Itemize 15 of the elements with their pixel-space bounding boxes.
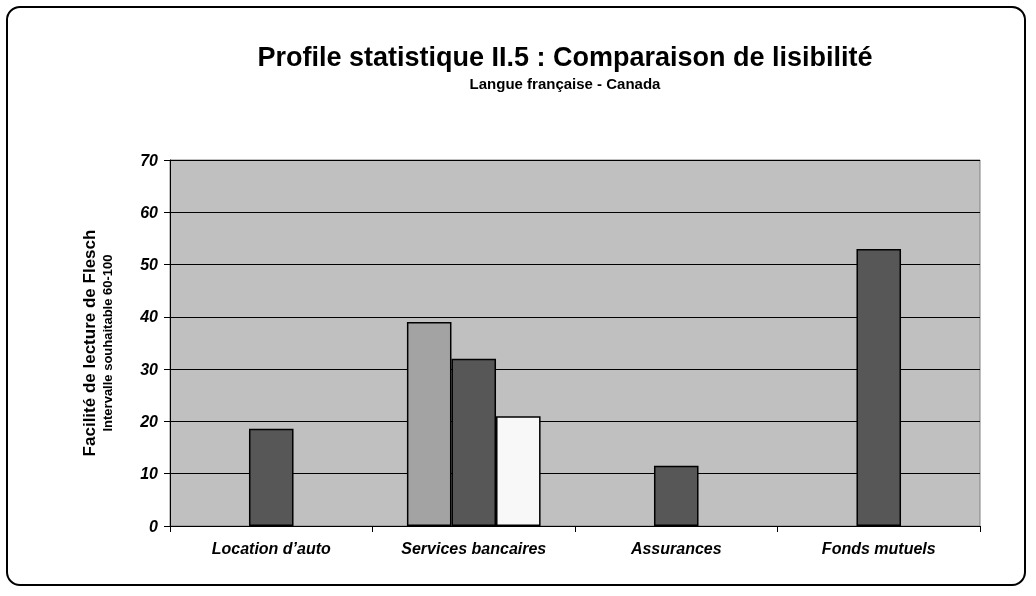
y-tick-label: 20 [139,412,159,430]
y-axis-title: Facilité de lecture de Flesch Intervalle souhaitable 60-100 [79,229,115,457]
chart-title: Profile statistique II.5 : Comparaison de lisibilité [257,41,873,72]
y-tick-label: 10 [140,465,159,483]
x-tick-label: Fonds mutuels [821,539,936,557]
y-tick-label: 30 [140,360,159,378]
x-tick-label: Location d’auto [211,539,332,557]
y-tick-label: 70 [140,151,159,169]
chart-subtitle: Langue française - Canada [469,75,662,92]
y-tick-label: 40 [139,308,159,326]
y-tick-label: 50 [140,256,159,274]
y-tick-label: 60 [140,203,159,221]
x-tick-label: Services bancaires [401,539,547,557]
x-tick-label: Assurances [629,539,722,557]
y-tick-label: 0 [149,517,159,535]
